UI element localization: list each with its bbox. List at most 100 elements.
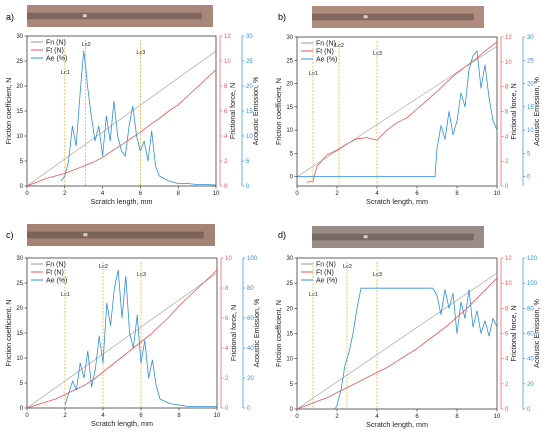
legend-entry: Ft (N) xyxy=(46,270,64,277)
x-tick-label: 8 xyxy=(455,414,459,420)
legend-entry: Fn (N) xyxy=(316,262,336,269)
series-line-ft xyxy=(296,277,498,410)
micrograph-defect xyxy=(82,14,87,18)
x-tick-label: 6 xyxy=(139,413,143,419)
legend-entry: Ae (%) xyxy=(316,57,337,64)
left-axis-label: Friction coefficient, N xyxy=(4,78,13,145)
ft-tick-label: 8 xyxy=(225,286,229,292)
series-line-ae xyxy=(334,287,498,410)
series-line-left xyxy=(26,50,217,187)
x-tick-label: 6 xyxy=(415,191,419,197)
ae-tick-label: 40 xyxy=(247,346,254,352)
ae-axis-label: Acoustic Emission, % xyxy=(532,77,541,146)
x-tick-label: 10 xyxy=(213,191,220,197)
critical-load-label: Lc1 xyxy=(309,292,318,298)
ft-tick-label: 0 xyxy=(225,406,229,412)
critical-load-label: Lc3 xyxy=(373,51,382,57)
legend-entry: Fn (N) xyxy=(316,41,336,48)
left-tick-label: 15 xyxy=(286,332,293,338)
left-tick-label: 5 xyxy=(290,382,294,388)
ft-axis-label: Frictional force, N xyxy=(509,305,518,361)
legend-entry: Ft (N) xyxy=(46,48,64,55)
left-tick-label: 15 xyxy=(16,109,23,115)
ft-tick-label: 12 xyxy=(505,256,512,262)
left-tick-label: 20 xyxy=(286,306,293,312)
x-tick-label: 0 xyxy=(25,413,29,419)
x-tick-label: 6 xyxy=(415,414,419,420)
left-tick-label: 10 xyxy=(16,134,23,140)
ft-tick-label: 4 xyxy=(224,134,228,140)
ft-tick-label: 6 xyxy=(505,332,509,338)
ae-tick-label: 100 xyxy=(247,256,258,262)
critical-load-label: Lc2 xyxy=(343,264,352,270)
ft-tick-label: 10 xyxy=(505,281,512,287)
ft-axis-label: Frictional force, N xyxy=(229,305,238,361)
ft-tick-label: 6 xyxy=(225,316,229,322)
ft-tick-label: 0 xyxy=(505,184,509,190)
series-line-ae xyxy=(64,269,217,407)
ae-tick-label: 30 xyxy=(527,35,534,41)
left-tick-label: 20 xyxy=(16,306,23,312)
ft-tick-label: 4 xyxy=(225,346,229,352)
x-tick-label: 10 xyxy=(494,414,501,420)
series-line-left xyxy=(26,272,218,409)
scratch-track xyxy=(312,233,474,241)
ft-tick-label: 12 xyxy=(505,35,512,41)
x-tick-label: 6 xyxy=(139,191,143,197)
ae-tick-label: 20 xyxy=(527,382,534,388)
left-axis-label: Friction coefficient, N xyxy=(4,300,13,367)
x-tick-label: 4 xyxy=(101,191,105,197)
ae-tick-label: 60 xyxy=(247,316,254,322)
left-tick-label: 10 xyxy=(286,128,293,134)
left-axis-label: Friction coefficient, N xyxy=(274,78,283,145)
ft-tick-label: 6 xyxy=(224,109,228,115)
left-tick-label: 5 xyxy=(20,381,24,387)
ae-tick-label: 20 xyxy=(246,84,253,90)
left-tick-label: 30 xyxy=(286,256,293,262)
left-tick-label: 5 xyxy=(20,159,24,165)
x-tick-label: 0 xyxy=(295,414,299,420)
x-tick-label: 8 xyxy=(455,191,459,197)
legend-entry: Fn (N) xyxy=(46,40,66,47)
critical-load-label: Lc3 xyxy=(373,272,382,278)
x-tick-label: 8 xyxy=(177,191,181,197)
critical-load-label: Lc1 xyxy=(309,71,318,77)
series-line-left xyxy=(296,272,498,410)
x-tick-label: 0 xyxy=(25,191,29,197)
left-tick-label: 15 xyxy=(286,105,293,111)
ft-tick-label: 10 xyxy=(505,60,512,66)
left-tick-label: 0 xyxy=(20,184,24,190)
x-axis-label: Scratch length, mm xyxy=(366,420,428,429)
ae-tick-label: 10 xyxy=(246,134,253,140)
critical-load-label: Lc3 xyxy=(137,272,146,278)
ae-tick-label: 0 xyxy=(246,184,250,190)
ae-tick-label: 0 xyxy=(527,407,531,413)
plot-frame xyxy=(296,36,498,187)
left-axis-label: Friction coefficient, N xyxy=(274,300,283,367)
left-tick-label: 25 xyxy=(286,58,293,64)
critical-load-label: Lc1 xyxy=(61,292,70,298)
left-tick-label: 0 xyxy=(290,407,294,413)
legend-entry: Ae (%) xyxy=(46,278,67,285)
ae-tick-label: 100 xyxy=(527,281,538,287)
left-tick-label: 10 xyxy=(16,356,23,362)
legend-entry: Ft (N) xyxy=(316,270,334,277)
ae-tick-label: 15 xyxy=(246,109,253,115)
x-tick-label: 0 xyxy=(295,191,299,197)
series-line-ae xyxy=(60,50,217,186)
scratch-track xyxy=(312,13,474,21)
ft-tick-label: 8 xyxy=(505,306,509,312)
series-line-ft xyxy=(306,41,498,183)
ft-tick-label: 6 xyxy=(505,110,509,116)
ft-tick-label: 10 xyxy=(225,256,232,262)
x-axis-label: Scratch length, mm xyxy=(366,197,428,206)
ft-tick-label: 12 xyxy=(224,34,231,40)
scratch-track xyxy=(27,12,202,20)
panel-label: a) xyxy=(6,12,14,22)
ae-tick-label: 0 xyxy=(527,175,531,181)
left-tick-label: 25 xyxy=(16,281,23,287)
x-tick-label: 2 xyxy=(63,191,67,197)
ae-tick-label: 15 xyxy=(527,105,534,111)
